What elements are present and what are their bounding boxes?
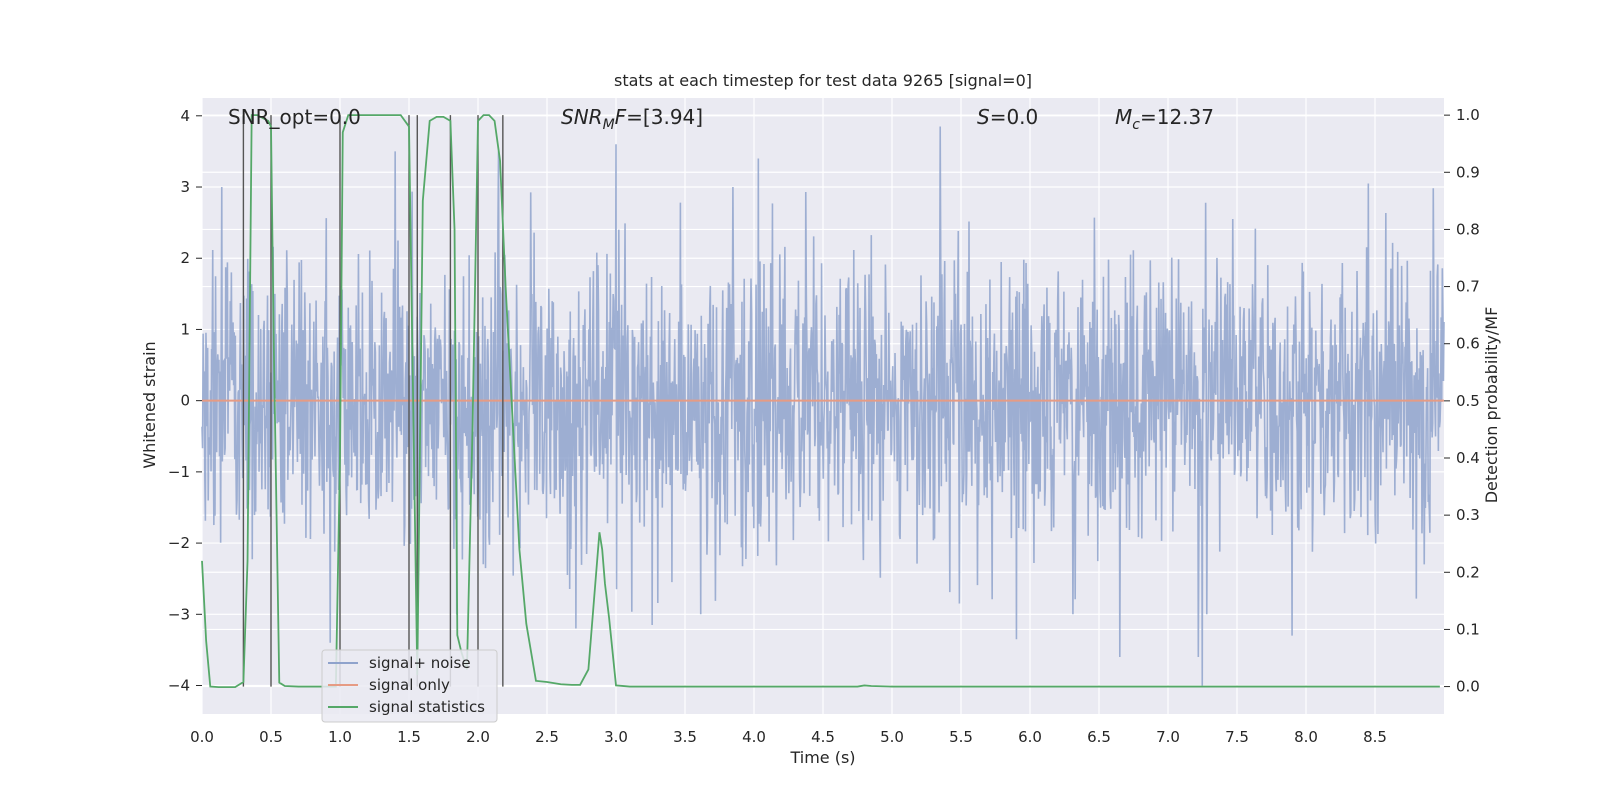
y-tick-label-right: 0.5 [1456, 392, 1480, 410]
legend-box [321, 649, 498, 723]
mc-subscript: c [1132, 117, 1140, 133]
annotation-snr-mf: SNRMF=[3.94] [561, 105, 703, 133]
y-tick-label-left: 0 [180, 392, 190, 410]
y-tick-label-right: 0.6 [1456, 335, 1480, 353]
y-tick-label-right: 0.7 [1456, 278, 1480, 296]
x-tick-label: 3.0 [604, 728, 628, 746]
x-tick-label: 7.0 [1156, 728, 1180, 746]
mc-symbol: M [1115, 105, 1132, 129]
y-tick-label-left: 2 [180, 249, 190, 267]
vertical-markers [242, 115, 504, 687]
y-tick-label-left: −2 [168, 534, 190, 552]
x-tick-label: 6.0 [1018, 728, 1042, 746]
y-tick-label-left: 1 [180, 320, 190, 338]
x-tick-label: 0.5 [259, 728, 283, 746]
annotation-snr-opt: SNR_opt=0.0 [228, 105, 361, 129]
x-tick-label: 3.5 [673, 728, 697, 746]
y-tick-label-right: 0.9 [1456, 163, 1480, 181]
x-tick-label: 6.5 [1087, 728, 1111, 746]
s-value: =0.0 [990, 105, 1039, 129]
y-axis-right-label: Detection probability/MF [1482, 307, 1501, 504]
snr-mf-subscript: M [603, 117, 615, 133]
y-tick-label-left: 3 [180, 178, 190, 196]
y-tick-label-right: 0.3 [1456, 506, 1480, 524]
y-tick-label-right: 1.0 [1456, 106, 1480, 124]
x-tick-label: 5.0 [880, 728, 904, 746]
x-axis-ticks: 0.0 0.5 1.0 1.5 2.0 2.5 3.0 3.5 4.0 4.5 5.0 5.5 6.0 6… [190, 728, 1387, 746]
snr-mf-value: =[3.94] [626, 105, 703, 129]
series-signal-statistics [201, 114, 1440, 689]
legend: signal+ noise signal only signal statist… [321, 649, 498, 723]
x-tick-label: 5.5 [949, 728, 973, 746]
x-tick-label: 8.0 [1294, 728, 1318, 746]
y-tick-label-left: −3 [168, 605, 190, 623]
x-tick-label: 0.0 [190, 728, 214, 746]
snr-mf-symbol: SNR [561, 105, 603, 129]
x-tick-label: 4.0 [742, 728, 766, 746]
y-tick-label-left: −1 [168, 463, 190, 481]
y-tick-label-right: 0.8 [1456, 220, 1480, 238]
y-tick-label-right: 0.0 [1456, 678, 1480, 696]
annotation-s: S=0.0 [977, 105, 1038, 129]
x-axis-label: Time (s) [789, 748, 855, 767]
x-tick-label: 2.0 [466, 728, 490, 746]
y-tick-label-left: −4 [168, 677, 190, 695]
y-tick-label-left: 4 [180, 107, 190, 125]
x-tick-label: 4.5 [811, 728, 835, 746]
y-axis-left-ticks: 4 3 2 1 0 −1 −2 −3 −4 [168, 107, 202, 695]
x-tick-label: 2.5 [535, 728, 559, 746]
x-tick-label: 7.5 [1225, 728, 1249, 746]
y-tick-label-right: 0.1 [1456, 620, 1480, 638]
legend-label-signal-only: signal only [369, 676, 450, 694]
x-tick-label: 1.5 [397, 728, 421, 746]
x-tick-label: 8.5 [1363, 728, 1387, 746]
legend-label-signal-plus-noise: signal+ noise [369, 654, 471, 672]
s-symbol: S [977, 105, 990, 129]
snr-mf-f: F [615, 105, 627, 129]
mc-value: =12.37 [1140, 105, 1214, 129]
annotation-mc: Mc=12.37 [1115, 105, 1214, 133]
x-tick-label: 1.0 [328, 728, 352, 746]
y-tick-label-right: 0.2 [1456, 563, 1480, 581]
signal-statistics-line [201, 114, 1440, 689]
y-axis-right-ticks: 1.0 0.9 0.8 0.7 0.6 0.5 0.4 0.3 0.2 0.1 0.0 [1444, 106, 1480, 696]
chart-title: stats at each timestep for test data 926… [614, 71, 1032, 90]
legend-label-signal-statistics: signal statistics [369, 698, 485, 716]
y-tick-label-right: 0.4 [1456, 449, 1480, 467]
y-axis-left-label: Whitened strain [140, 341, 159, 468]
